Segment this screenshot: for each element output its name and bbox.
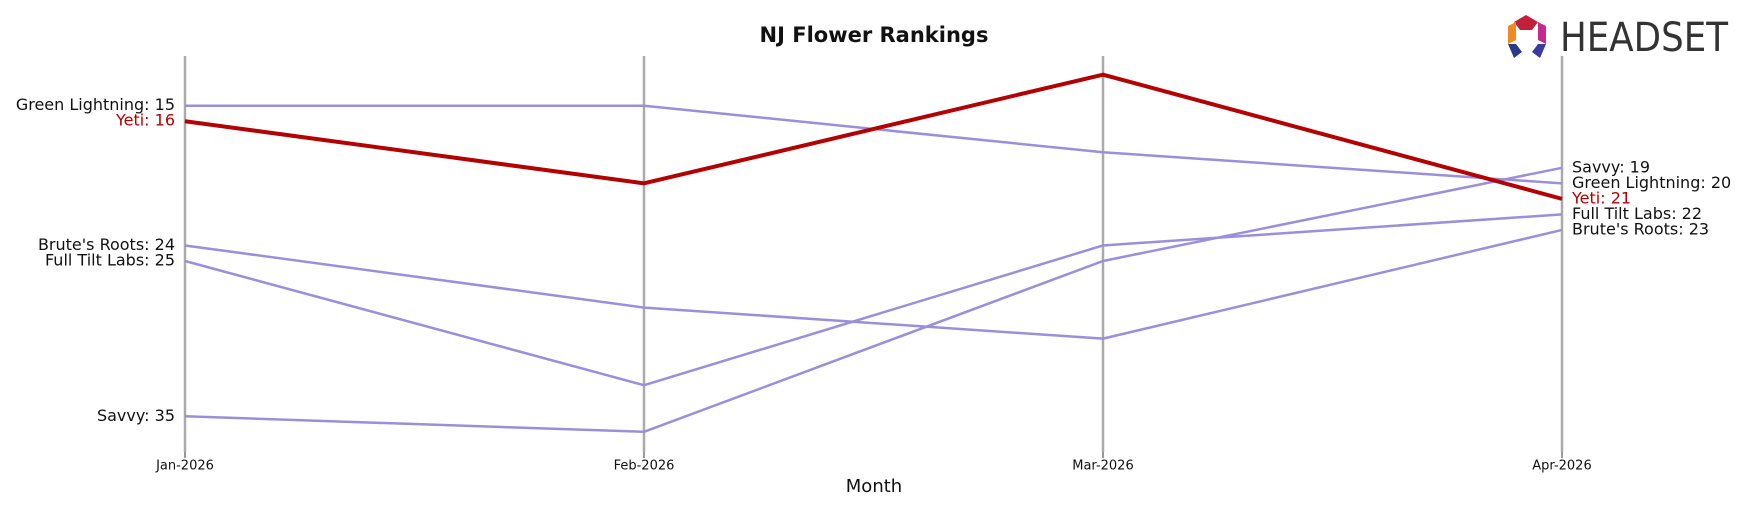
x-tick-label: Feb-2026 <box>614 459 675 474</box>
value-label: Brute's Roots: 23 <box>1572 219 1709 238</box>
series-line <box>184 72 1563 201</box>
logo: HEADSET <box>1508 15 1728 61</box>
series-line <box>184 213 1563 387</box>
value-label: Brute's Roots: 24 <box>38 235 175 254</box>
logo-shape <box>1508 22 1516 44</box>
value-label: Green Lightning: 15 <box>16 95 175 114</box>
x-tick-label: Apr-2026 <box>1532 459 1591 474</box>
logo-shape <box>1508 44 1522 58</box>
value-label: Full Tilt Labs: 25 <box>45 250 175 269</box>
logo-shape <box>1538 22 1546 44</box>
value-label: Savvy: 19 <box>1572 157 1650 176</box>
chart-title: NJ Flower Rankings <box>760 23 989 47</box>
value-label: Yeti: 21 <box>1571 188 1631 207</box>
logo-shape <box>1532 44 1546 58</box>
value-label: Yeti: 16 <box>115 111 175 130</box>
value-label: Green Lightning: 20 <box>1572 173 1731 192</box>
value-label: Full Tilt Labs: 22 <box>1572 204 1702 223</box>
logo-text: HEADSET <box>1560 15 1728 61</box>
series-line <box>184 166 1563 434</box>
logo-shape <box>1514 15 1538 30</box>
value-label: Savvy: 35 <box>97 406 175 425</box>
x-tick-label: Jan-2026 <box>155 459 214 474</box>
x-tick-label: Mar-2026 <box>1072 459 1133 474</box>
x-axis-label: Month <box>846 476 902 497</box>
series-line <box>184 228 1563 340</box>
